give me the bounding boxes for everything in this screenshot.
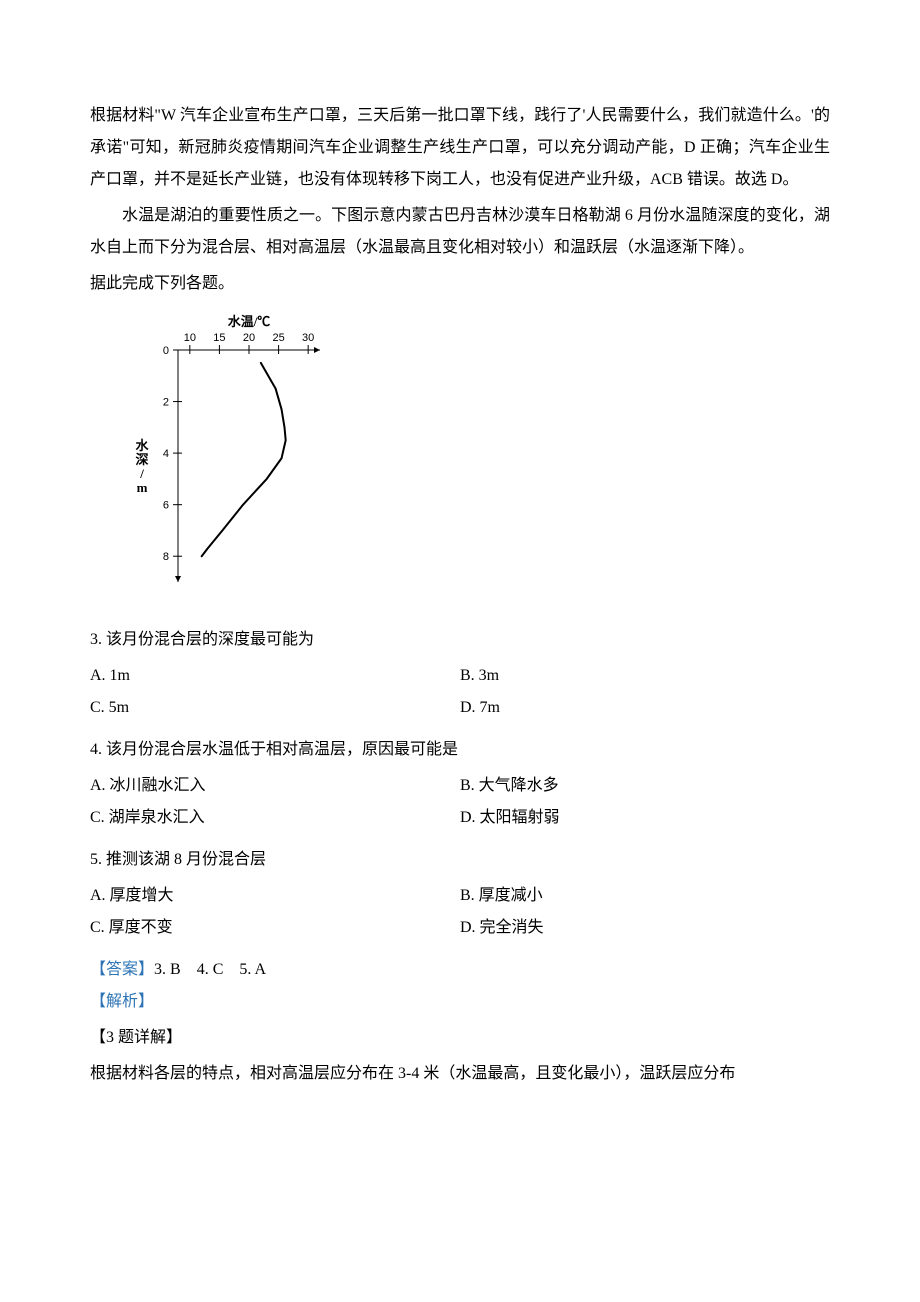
svg-text:6: 6 — [163, 500, 169, 512]
q5-option-a: A. 厚度增大 — [90, 880, 460, 912]
svg-text:水温/℃: 水温/℃ — [228, 314, 271, 329]
instruction: 据此完成下列各题。 — [90, 268, 830, 300]
q5-stem: 5. 推测该湖 8 月份混合层 — [90, 844, 830, 876]
svg-text:4: 4 — [163, 448, 169, 460]
q3-option-d: D. 7m — [460, 692, 830, 724]
svg-text:25: 25 — [272, 332, 284, 344]
svg-text:8: 8 — [163, 551, 169, 563]
q4-option-b: B. 大气降水多 — [460, 770, 830, 802]
answer-3: 3. B — [154, 961, 181, 978]
q3-stem: 3. 该月份混合层的深度最可能为 — [90, 624, 830, 656]
answer-label: 【答案】 — [90, 961, 154, 978]
svg-text:20: 20 — [243, 332, 255, 344]
answer-5: 5. A — [239, 961, 266, 978]
intro-paragraph: 水温是湖泊的重要性质之一。下图示意内蒙古巴丹吉林沙漠车日格勒湖 6 月份水温随深… — [90, 200, 830, 264]
question-4: 4. 该月份混合层水温低于相对高温层，原因最可能是 A. 冰川融水汇入 B. 大… — [90, 734, 830, 834]
temperature-depth-chart: 水温/℃ 10 15 20 25 30 0 2 4 6 8 水深/m — [130, 312, 830, 612]
q4-option-d: D. 太阳辐射弱 — [460, 802, 830, 834]
q3-analysis-text: 根据材料各层的特点，相对高温层应分布在 3-4 米（水温最高，且变化最小），温跃… — [90, 1058, 830, 1090]
analysis-paragraph-top: 根据材料"W 汽车企业宣布生产口罩，三天后第一批口罩下线，践行了'人民需要什么，… — [90, 100, 830, 196]
question-5: 5. 推测该湖 8 月份混合层 A. 厚度增大 B. 厚度减小 C. 厚度不变 … — [90, 844, 830, 944]
svg-text:15: 15 — [213, 332, 225, 344]
svg-text:水: 水 — [135, 438, 149, 453]
svg-text:m: m — [137, 480, 148, 495]
q4-stem: 4. 该月份混合层水温低于相对高温层，原因最可能是 — [90, 734, 830, 766]
svg-text:30: 30 — [302, 332, 314, 344]
q3-option-a: A. 1m — [90, 660, 460, 692]
q5-option-c: C. 厚度不变 — [90, 912, 460, 944]
q4-option-a: A. 冰川融水汇入 — [90, 770, 460, 802]
q3-option-c: C. 5m — [90, 692, 460, 724]
answer-4: 4. C — [197, 961, 224, 978]
q3-option-b: B. 3m — [460, 660, 830, 692]
analysis-label-text: 【解析】 — [90, 993, 154, 1010]
q5-option-d: D. 完全消失 — [460, 912, 830, 944]
q4-option-c: C. 湖岸泉水汇入 — [90, 802, 460, 834]
svg-text:10: 10 — [184, 332, 196, 344]
question-3: 3. 该月份混合层的深度最可能为 A. 1m B. 3m C. 5m D. 7m — [90, 624, 830, 724]
svg-text:深: 深 — [135, 452, 148, 467]
svg-text:/: / — [139, 466, 144, 481]
q3-analysis-label: 【3 题详解】 — [90, 1022, 830, 1054]
answers-line: 【答案】3. B 4. C 5. A — [90, 954, 830, 986]
q5-option-b: B. 厚度减小 — [460, 880, 830, 912]
svg-text:2: 2 — [163, 397, 169, 409]
analysis-label: 【解析】 — [90, 986, 830, 1018]
svg-text:0: 0 — [163, 345, 169, 357]
